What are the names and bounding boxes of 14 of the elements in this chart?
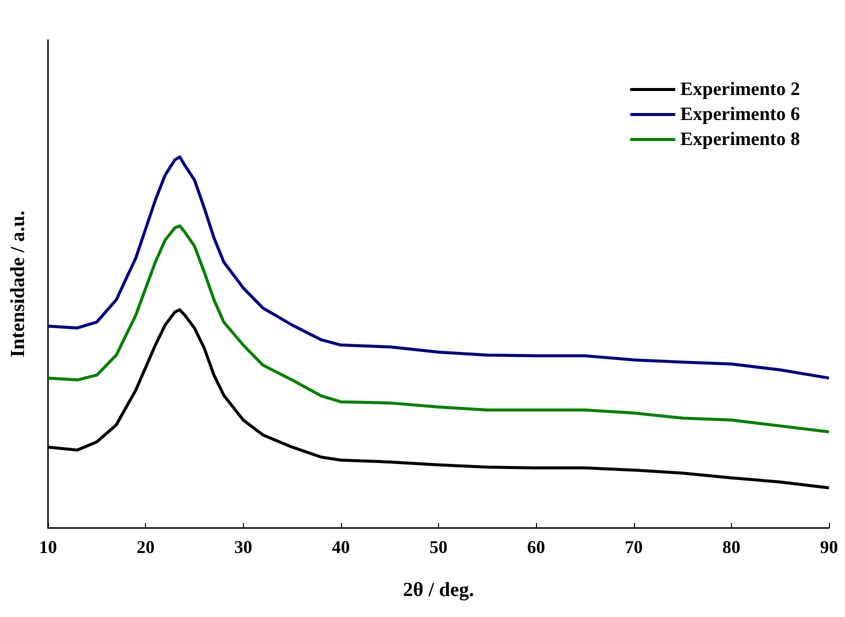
x-tick-label: 60: [527, 537, 546, 557]
legend-label: Experimento 6: [680, 104, 800, 125]
x-tick-label: 50: [430, 537, 448, 557]
legend-label: Experimento 2: [680, 79, 800, 100]
x-tick-label: 20: [136, 537, 155, 557]
x-tick-label: 30: [234, 537, 252, 557]
x-tick-label: 90: [820, 537, 838, 557]
x-axis-title: 2θ / deg.: [403, 579, 474, 601]
x-tick-label: 10: [39, 537, 57, 557]
x-tick-label: 40: [332, 537, 350, 557]
y-axis-title: Intensidade / a.u.: [7, 210, 29, 358]
x-tick-label: 80: [722, 537, 740, 557]
x-tick-label: 70: [624, 537, 643, 557]
legend-label: Experimento 8: [680, 129, 800, 150]
